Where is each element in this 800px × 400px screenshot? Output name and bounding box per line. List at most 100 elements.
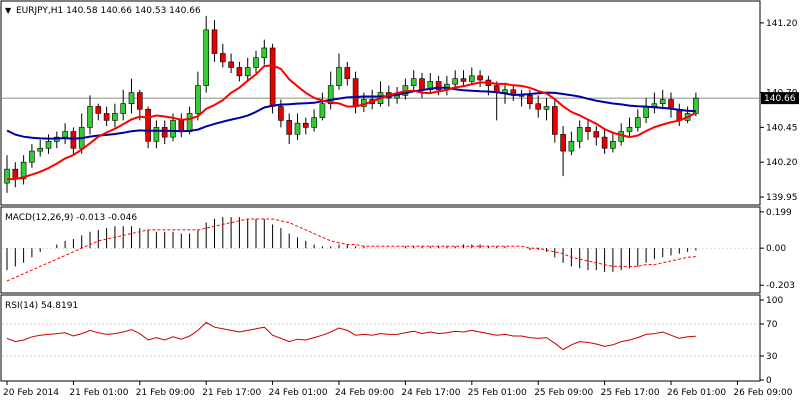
candle-body — [551, 106, 558, 135]
candle-body — [228, 61, 234, 68]
rsi-tick-label: 30 — [766, 352, 778, 362]
time-tick-label: 25 Feb 09:00 — [534, 388, 593, 398]
candle-body — [427, 81, 434, 91]
time-tick-label: 25 Feb 17:00 — [601, 388, 660, 398]
candle-body — [468, 75, 475, 82]
candle-body — [327, 85, 334, 104]
candle-body — [302, 122, 309, 128]
candle-body — [203, 29, 209, 86]
time-tick-label: 26 Feb 01:00 — [667, 388, 726, 398]
candle-body — [576, 127, 583, 142]
candle-body — [336, 67, 342, 86]
candle-body — [286, 120, 293, 135]
price-tick-label: 140.20 — [766, 158, 798, 168]
rsi-label: RSI(14) 54.8191 — [5, 301, 78, 311]
price-layer — [2, 15, 759, 193]
candle-body — [45, 141, 52, 149]
candle-body — [87, 106, 93, 128]
candle-body — [460, 78, 467, 82]
candle-body — [311, 117, 317, 128]
rsi-panel[interactable] — [0, 294, 761, 382]
time-tick-label: 24 Feb 17:00 — [401, 388, 460, 398]
macd-layer — [2, 217, 759, 282]
rsi-tick-label: 100 — [766, 296, 783, 306]
candle-body — [220, 53, 226, 63]
candle-body — [601, 136, 608, 149]
candle-body — [195, 85, 201, 114]
macd-signal-line — [6, 218, 696, 282]
candle-body — [502, 89, 508, 93]
candle-body — [253, 57, 259, 68]
candle-body — [244, 67, 251, 77]
macd-tick-label: 0.00 — [766, 244, 786, 254]
candle-body — [103, 113, 110, 121]
candle-body — [178, 120, 185, 132]
price-tick-label: 139.95 — [766, 193, 798, 203]
candle-body — [419, 78, 425, 91]
candle-body — [211, 29, 218, 54]
candle-body — [128, 92, 135, 104]
candle-body — [543, 106, 550, 110]
candle-body — [643, 106, 649, 118]
price-tick-label: 141.20 — [766, 19, 798, 29]
candle-body — [535, 103, 542, 110]
macd-tick-label: -0.203 — [766, 281, 795, 291]
time-tick-label: 26 Feb 09:00 — [733, 388, 792, 398]
dropdown-arrow-icon[interactable]: ▼ — [5, 6, 12, 15]
candle-body — [626, 127, 633, 132]
candle-body — [153, 127, 160, 142]
candle-body — [261, 47, 268, 59]
rsi-tick-label: 0 — [766, 376, 772, 386]
candle-body — [4, 168, 10, 184]
candle-body — [568, 141, 575, 152]
candle-body — [186, 113, 193, 132]
macd-tick-label: 0.199 — [766, 208, 792, 218]
time-tick-label: 24 Feb 01:00 — [269, 388, 328, 398]
candle-body — [610, 141, 616, 149]
time-tick-label: 25 Feb 01:00 — [468, 388, 527, 398]
candle-body — [269, 47, 276, 107]
candle-body — [294, 122, 301, 135]
time-tick-label: 24 Feb 09:00 — [335, 388, 394, 398]
time-tick-label: 21 Feb 17:00 — [202, 388, 261, 398]
rsi-tick-label: 70 — [766, 320, 778, 330]
time-tick-label: 21 Feb 01:00 — [69, 388, 128, 398]
candle-body — [352, 78, 359, 107]
ma-fast-line — [7, 64, 697, 181]
rsi-line — [6, 321, 696, 351]
candle-body — [477, 75, 483, 81]
macd-panel[interactable] — [0, 206, 761, 294]
ma-slow-line — [6, 86, 696, 140]
candle-body — [170, 120, 176, 138]
candle-body — [344, 67, 351, 79]
candle-body — [62, 131, 68, 138]
candle-body — [20, 161, 27, 180]
axis-layer: 141.20140.70140.45140.20139.950.1990.00-… — [3, 19, 798, 398]
macd-label: MACD(12,26,9) -0.013 -0.046 — [5, 213, 137, 223]
rsi-layer — [2, 321, 759, 357]
current-price-tag — [761, 92, 799, 105]
current-price-label: 140.66 — [764, 94, 796, 104]
candle-body — [137, 92, 143, 110]
time-tick-label: 21 Feb 09:00 — [136, 388, 195, 398]
candle-body — [452, 78, 459, 85]
candle-body — [585, 127, 591, 132]
candle-body — [70, 131, 77, 149]
candle-body — [593, 131, 600, 138]
candle-body — [435, 81, 442, 91]
candle-body — [319, 103, 326, 118]
candle-body — [145, 108, 151, 142]
symbol-header: EURJPY,H1 140.58 140.66 140.53 140.66 — [16, 6, 201, 16]
candle-body — [634, 117, 641, 128]
candle-body — [37, 147, 44, 152]
candle-body — [120, 103, 126, 114]
candle-body — [278, 106, 284, 121]
candle-body — [560, 134, 566, 152]
candle-body — [112, 113, 118, 121]
candle-body — [236, 67, 243, 77]
candle-body — [12, 168, 19, 180]
price-tick-label: 140.45 — [766, 123, 798, 133]
candle-body — [527, 95, 533, 104]
candle-body — [95, 106, 102, 114]
